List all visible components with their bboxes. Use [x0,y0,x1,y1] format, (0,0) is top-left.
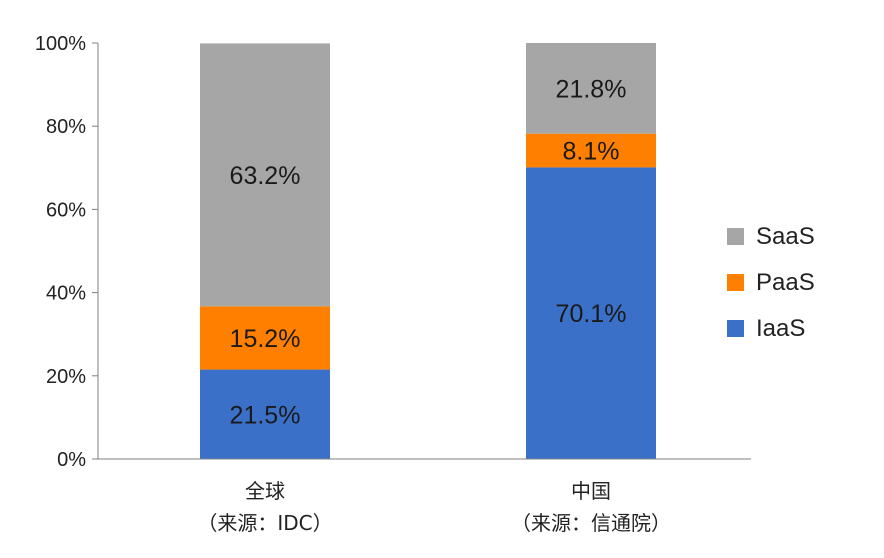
y-axis: 0% 20% 40% 60% 80% 100% [35,33,99,471]
data-label-paas-0: 15.2% [230,325,301,353]
legend-label-iaas: IaaS [756,315,805,342]
data-label-paas-1: 8.1% [563,138,620,166]
x-axis: 全球 （来源：IDC） 中国 （来源：信通院） [98,458,751,535]
category-label-0: 全球 （来源：IDC） [197,479,332,535]
y-tick-label: 80% [46,116,86,138]
legend-swatch-paas [727,274,744,291]
data-label-iaas-0: 21.5% [230,401,301,429]
legend: SaaS PaaS IaaS [727,223,815,342]
category-label-line: 中国 [571,479,611,503]
bar-segment-paas-0 [200,306,330,370]
bar-segment-paas-1 [526,133,656,168]
bar-segment-saas-1 [526,43,656,134]
y-tick-label: 40% [46,283,86,305]
data-label-iaas-1: 70.1% [556,300,627,328]
legend-swatch-iaas [727,320,744,337]
bar-segment-saas-0 [200,43,330,307]
category-label-line: （来源：信通院） [511,511,671,535]
bars: 21.5% 15.2% 63.2% 70.1% 8.1% 21.8% [200,43,656,459]
data-label-saas-0: 63.2% [230,162,301,190]
category-label-line: 全球 [245,479,285,503]
y-tick-label: 0% [57,449,86,471]
y-tick-label: 100% [35,33,86,55]
bar-segment-iaas-0 [200,369,330,459]
y-tick-label: 20% [46,366,86,388]
category-label-line: （来源：IDC） [197,511,332,535]
data-label-saas-1: 21.8% [556,75,627,103]
legend-label-saas: SaaS [756,223,815,250]
category-label-1: 中国 （来源：信通院） [511,479,671,535]
bar-segment-iaas-1 [526,167,656,459]
y-tick-label: 60% [46,199,86,221]
legend-swatch-saas [727,228,744,245]
legend-label-paas: PaaS [756,269,815,296]
